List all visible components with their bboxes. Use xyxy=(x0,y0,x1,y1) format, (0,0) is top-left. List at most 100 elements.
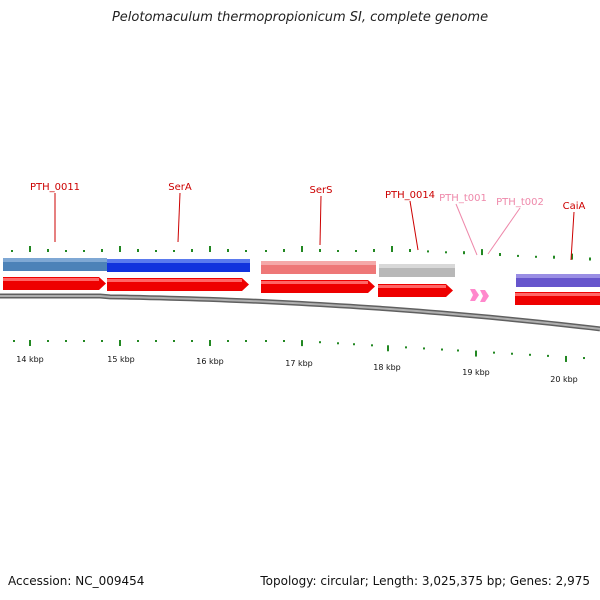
gc-tick xyxy=(337,250,339,252)
gc-tick xyxy=(511,352,513,355)
gc-tick xyxy=(137,249,139,252)
gene-label-leader xyxy=(409,200,419,251)
gene-label-leader xyxy=(487,207,521,255)
gc-tick xyxy=(405,346,407,349)
gc-tick xyxy=(493,351,495,354)
gc-tick xyxy=(499,253,501,256)
gene-label: PTH_0011 xyxy=(30,182,80,193)
gene-label: SerS xyxy=(310,185,333,196)
gc-tick xyxy=(119,340,121,346)
gc-tick xyxy=(245,340,247,342)
kbp-label: 17 kbp xyxy=(285,359,313,368)
accession-text: Accession: NC_009454 xyxy=(8,574,145,588)
gc-tick xyxy=(83,250,85,252)
gc-tick xyxy=(371,344,373,347)
gene-label-leader xyxy=(177,192,181,243)
gc-tick xyxy=(427,250,429,253)
gc-tick xyxy=(565,355,567,362)
gc-tick xyxy=(391,246,393,252)
gc-tick xyxy=(301,340,303,347)
gc-tick xyxy=(547,354,549,357)
kbp-scale: 14 kbp 15 kbp 16 kbp 17 kbp 18 kbp 19 kbp 20 k… xyxy=(16,355,578,384)
gc-tick xyxy=(475,350,477,357)
gene-label-leader xyxy=(455,203,478,256)
kbp-label: 16 kbp xyxy=(196,357,224,366)
gc-tick xyxy=(173,340,175,342)
gc-tick xyxy=(137,340,139,342)
gc-tick xyxy=(47,340,49,342)
gc-tick xyxy=(517,254,519,257)
gc-tick xyxy=(101,340,103,342)
gene-label: PTH_t002 xyxy=(496,197,544,208)
gc-tick xyxy=(155,340,157,342)
gene-label: PTH_t001 xyxy=(439,193,487,204)
gc-tick xyxy=(283,249,285,252)
gc-tick xyxy=(355,250,357,252)
cds-arrow-highlight xyxy=(515,293,600,296)
gc-tick xyxy=(423,347,425,350)
gc-tick xyxy=(283,340,285,342)
trna-chevron xyxy=(470,289,479,301)
feature-block-highlight xyxy=(261,261,376,265)
gc-tick xyxy=(65,250,67,252)
kbp-label: 20 kbp xyxy=(550,375,578,384)
gc-tick xyxy=(337,342,339,345)
feature-block-highlight xyxy=(107,259,250,263)
gc-tick xyxy=(119,246,121,252)
gc-tick xyxy=(209,246,211,252)
gc-tick xyxy=(101,249,103,252)
gc-tick xyxy=(155,250,157,252)
kbp-label: 15 kbp xyxy=(107,355,135,364)
feature-block-highlight xyxy=(516,274,600,278)
gc-tick xyxy=(535,255,537,258)
gc-tick xyxy=(227,340,229,342)
gc-tick xyxy=(319,341,321,344)
gc-tick xyxy=(209,340,211,346)
gc-tick xyxy=(13,340,15,342)
kbp-label: 18 kbp xyxy=(373,363,401,372)
gc-tick xyxy=(441,348,443,351)
cds-arrow-highlight xyxy=(107,279,242,282)
gc-tick xyxy=(29,340,31,346)
gene-label: PTH_0014 xyxy=(385,190,435,201)
gc-tick xyxy=(457,349,459,352)
kbp-label: 19 kbp xyxy=(462,368,490,377)
kbp-label: 14 kbp xyxy=(16,355,44,364)
gc-tick xyxy=(11,250,13,252)
gene-label-leader xyxy=(319,195,322,246)
cds-arrow-highlight xyxy=(3,278,99,281)
gene-label: CaiA xyxy=(563,201,586,212)
feature-block-highlight xyxy=(3,258,107,262)
gene-label-track: PTH_0011 SerA SerS PTH_0014 PTH_t001 PTH_t002… xyxy=(30,182,586,261)
gc-tick xyxy=(481,249,483,256)
upper-tick-track xyxy=(11,246,591,261)
gc-tick xyxy=(571,253,573,260)
gc-tick xyxy=(589,257,591,261)
gc-tick xyxy=(29,246,31,252)
feature-block-highlight xyxy=(379,264,455,268)
gc-tick xyxy=(191,340,193,342)
gc-tick xyxy=(353,343,355,346)
gc-tick xyxy=(319,249,321,252)
gc-tick xyxy=(265,340,267,342)
gc-tick xyxy=(445,251,447,254)
gc-tick xyxy=(245,250,247,252)
gc-tick xyxy=(529,353,531,356)
gc-tick xyxy=(373,249,375,252)
gc-tick xyxy=(463,251,465,255)
gc-tick xyxy=(553,255,555,259)
gc-tick xyxy=(387,345,389,352)
gc-tick xyxy=(191,249,193,252)
gc-tick xyxy=(583,357,585,360)
gc-tick xyxy=(173,250,175,252)
trna-chevron xyxy=(480,290,489,302)
lower-tick-track xyxy=(13,340,585,362)
cds-arrow-highlight xyxy=(378,285,446,288)
gc-tick xyxy=(83,340,85,342)
gc-tick xyxy=(409,249,411,252)
gene-label: SerA xyxy=(168,182,192,193)
topology-text: Topology: circular; Length: 3,025,375 bp… xyxy=(260,574,590,588)
gc-tick xyxy=(301,246,303,252)
cds-arrow-highlight xyxy=(261,281,368,284)
